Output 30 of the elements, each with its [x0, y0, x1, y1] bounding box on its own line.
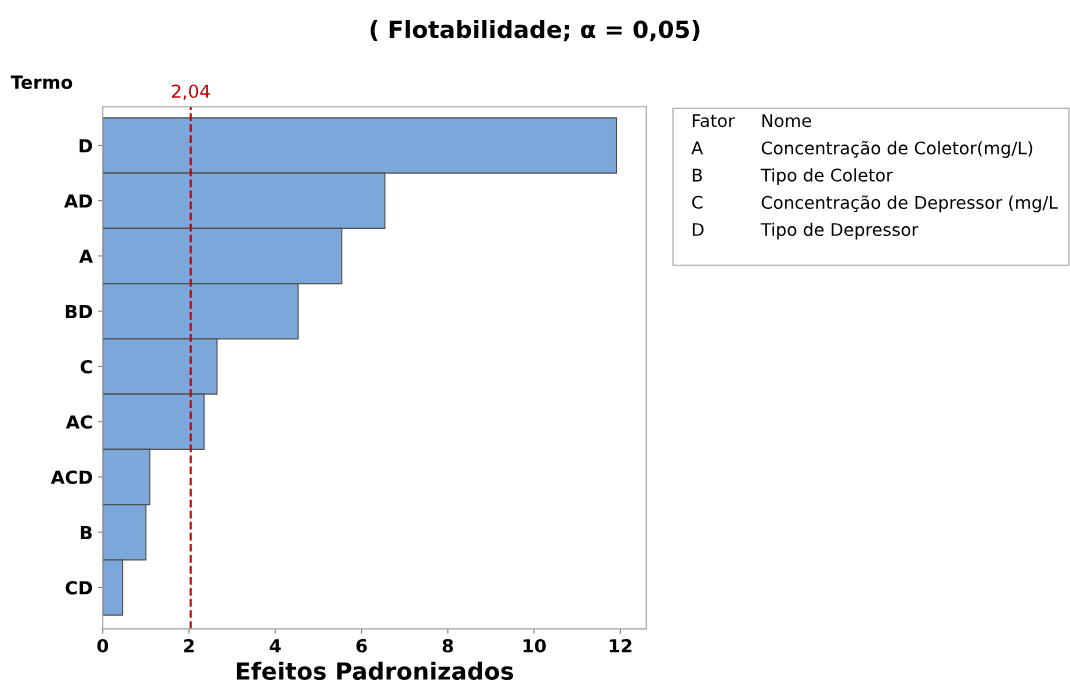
text: Concentração de Coletor(mg/L)	[761, 140, 1033, 158]
text: C	[692, 195, 703, 209]
y-tick-label: C	[80, 359, 92, 374]
text: Tipo de Coletor	[760, 168, 893, 185]
x-tick-label: 12	[609, 638, 632, 653]
y-tick-label: AD	[64, 194, 93, 208]
text: Fator	[692, 114, 735, 128]
y-tick-label: ACD	[50, 470, 93, 485]
y-tick-label: AC	[65, 415, 92, 429]
x-tick-label: 4	[269, 639, 281, 653]
y-tick-label: CD	[65, 580, 93, 595]
text: B	[692, 168, 702, 182]
text: Nome	[762, 114, 812, 128]
text: Concentração de Depressor (mg/L	[761, 195, 1058, 213]
y-tick-label: D	[79, 139, 93, 153]
x-tick-label: 6	[356, 638, 367, 653]
chart-title: ( Flotabilidade; α = 0,05)	[370, 19, 700, 42]
x-tick-label: 8	[442, 638, 453, 653]
y-tick-label: BD	[65, 304, 93, 319]
text: A	[691, 141, 703, 155]
x-tick-label: 0	[97, 638, 109, 653]
x-tick-label: 10	[523, 638, 546, 653]
x-tick-label: 2	[184, 638, 194, 653]
text: Tipo de Depressor	[760, 222, 919, 240]
y-tick-label: B	[80, 525, 92, 540]
x-axis-title: Efeitos Padronizados	[236, 661, 514, 680]
y-axis-title: Termo	[10, 75, 73, 89]
y-tick-label: A	[79, 249, 93, 263]
text: D	[692, 223, 704, 236]
ref-line-label: 2,04	[171, 84, 210, 100]
